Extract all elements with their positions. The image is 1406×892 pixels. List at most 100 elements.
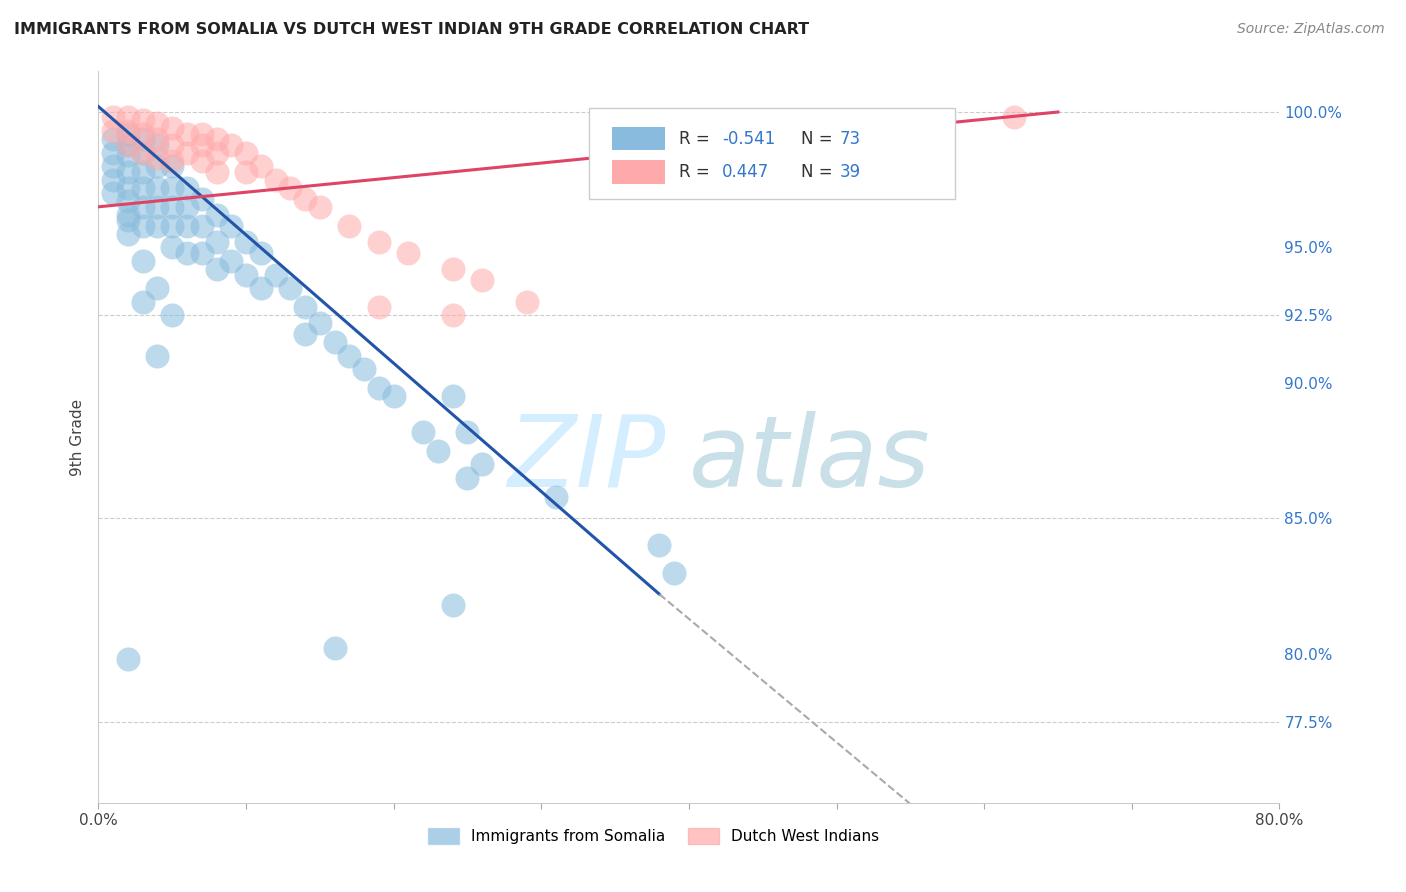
Text: N =: N = [801, 129, 838, 147]
Point [235, 235, 257, 249]
Point [132, 145, 155, 160]
Point [146, 200, 169, 214]
Point [117, 181, 139, 195]
Point [176, 181, 198, 195]
Point [250, 159, 273, 173]
Point [162, 137, 183, 152]
Point [471, 273, 494, 287]
Point [191, 192, 214, 206]
Point [132, 127, 155, 141]
Point [103, 186, 125, 201]
Point [250, 245, 273, 260]
Point [132, 294, 155, 309]
Point [398, 245, 420, 260]
Point [205, 145, 228, 160]
Point [1002, 111, 1025, 125]
Point [162, 219, 183, 233]
Text: N =: N = [801, 163, 838, 181]
Point [162, 308, 183, 322]
Point [117, 227, 139, 241]
Point [191, 153, 214, 168]
Point [441, 389, 464, 403]
Point [117, 213, 139, 227]
Point [339, 219, 361, 233]
Point [221, 254, 243, 268]
Point [117, 208, 139, 222]
Point [176, 127, 198, 141]
Point [205, 208, 228, 222]
Point [146, 349, 169, 363]
Point [280, 181, 302, 195]
Point [103, 111, 125, 125]
Point [294, 300, 316, 314]
Point [191, 245, 214, 260]
Point [441, 598, 464, 612]
Point [516, 294, 538, 309]
Point [264, 172, 287, 186]
Point [471, 457, 494, 471]
Text: R =: R = [679, 129, 716, 147]
Point [132, 113, 155, 128]
Legend: Immigrants from Somalia, Dutch West Indians: Immigrants from Somalia, Dutch West Indi… [422, 822, 884, 850]
Point [176, 145, 198, 160]
Point [441, 262, 464, 277]
Point [353, 362, 375, 376]
Point [146, 159, 169, 173]
Point [457, 471, 479, 485]
Point [117, 137, 139, 152]
Point [117, 127, 139, 141]
Point [191, 127, 214, 141]
Point [648, 538, 671, 552]
Text: 0.447: 0.447 [723, 163, 769, 181]
Point [368, 300, 391, 314]
Point [205, 235, 228, 249]
Point [294, 192, 316, 206]
Point [235, 164, 257, 178]
Point [132, 132, 155, 146]
Point [264, 268, 287, 282]
Point [664, 566, 686, 580]
Point [176, 200, 198, 214]
Point [205, 262, 228, 277]
Point [132, 200, 155, 214]
Point [146, 132, 169, 146]
Point [441, 308, 464, 322]
Point [427, 443, 450, 458]
FancyBboxPatch shape [589, 108, 955, 200]
Point [221, 137, 243, 152]
Point [146, 281, 169, 295]
Point [235, 268, 257, 282]
Point [146, 116, 169, 130]
Point [162, 200, 183, 214]
Point [117, 137, 139, 152]
Point [309, 200, 332, 214]
Text: Source: ZipAtlas.com: Source: ZipAtlas.com [1237, 22, 1385, 37]
Point [368, 235, 391, 249]
Point [191, 137, 214, 152]
Point [117, 194, 139, 209]
Text: atlas: atlas [689, 410, 931, 508]
Point [117, 164, 139, 178]
Point [103, 145, 125, 160]
Point [132, 254, 155, 268]
Point [103, 124, 125, 138]
Point [250, 281, 273, 295]
Point [117, 124, 139, 138]
Point [162, 121, 183, 136]
Point [191, 219, 214, 233]
FancyBboxPatch shape [612, 161, 665, 184]
Point [146, 219, 169, 233]
Point [339, 349, 361, 363]
Text: 39: 39 [841, 163, 862, 181]
Text: ZIP: ZIP [508, 410, 665, 508]
Point [205, 164, 228, 178]
Point [280, 281, 302, 295]
Point [103, 132, 125, 146]
Point [103, 159, 125, 173]
Point [221, 219, 243, 233]
Point [235, 145, 257, 160]
Point [117, 148, 139, 162]
Text: 73: 73 [841, 129, 862, 147]
Point [117, 652, 139, 666]
Point [412, 425, 434, 439]
